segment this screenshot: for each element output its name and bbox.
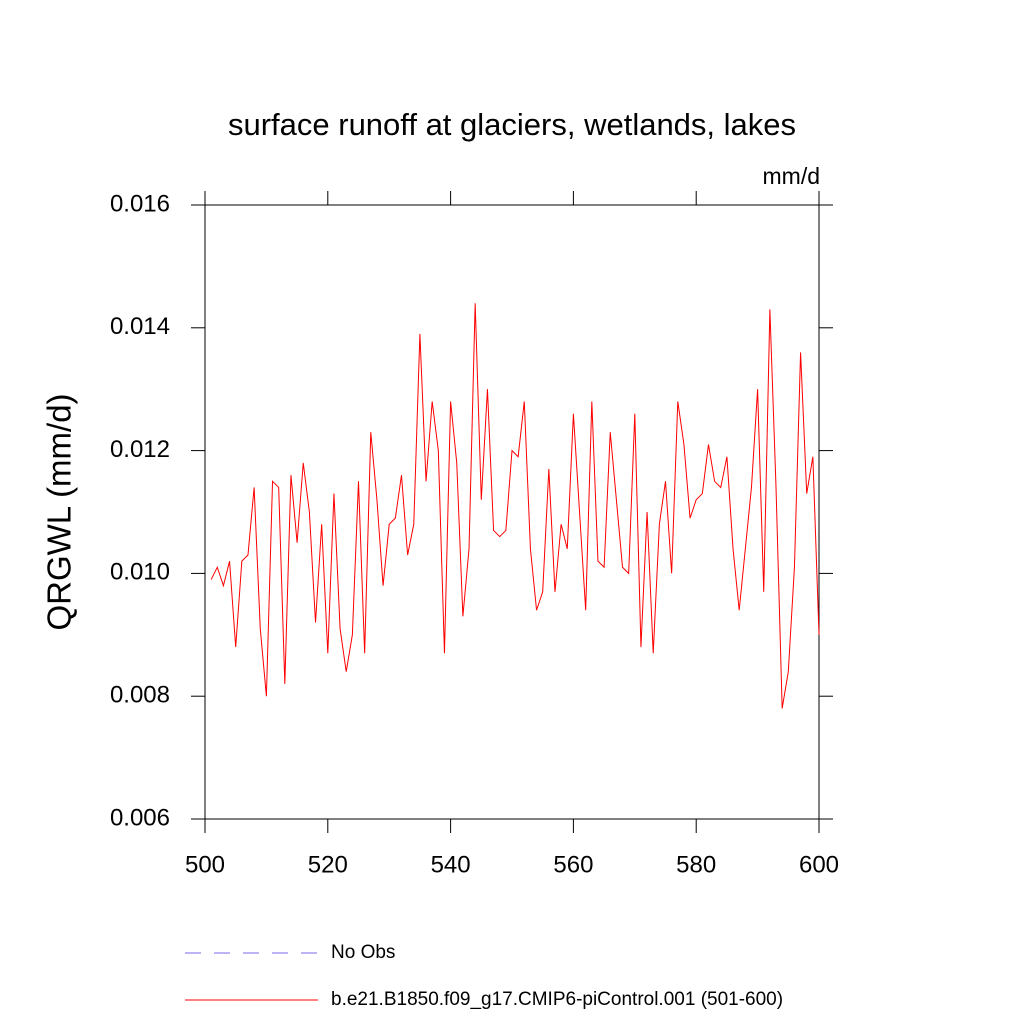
x-tick-label: 600: [799, 851, 839, 878]
y-axis-label: QRGWL (mm/d): [41, 393, 78, 630]
y-tick-label: 0.006: [110, 804, 170, 831]
x-tick-label: 540: [431, 851, 471, 878]
y-tick-label: 0.010: [110, 559, 170, 586]
x-tick-label: 580: [676, 851, 716, 878]
y-tick-label: 0.016: [110, 190, 170, 217]
y-tick-label: 0.008: [110, 682, 170, 709]
data-line: [210, 303, 820, 709]
y-tick-label: 0.012: [110, 436, 170, 463]
x-tick-label: 520: [308, 851, 348, 878]
y-tick-label: 0.014: [110, 313, 170, 340]
legend-label: No Obs: [331, 942, 395, 963]
plot-frame: [204, 204, 820, 820]
legend-label: b.e21.B1850.f09_g17.CMIP6-piControl.001 …: [331, 989, 783, 1010]
chart-title: surface runoff at glaciers, wetlands, la…: [228, 107, 796, 142]
x-tick-label: 500: [185, 851, 225, 878]
x-tick-label: 560: [553, 851, 593, 878]
units-label: mm/d: [763, 163, 821, 189]
